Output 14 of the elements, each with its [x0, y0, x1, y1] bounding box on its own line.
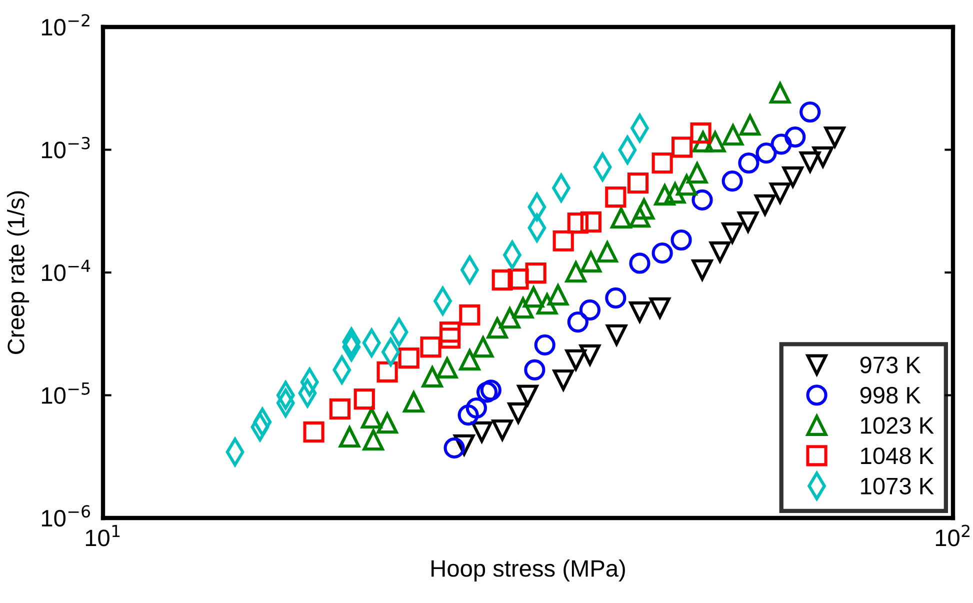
legend-label: 973 K [860, 356, 921, 374]
y-tick-label: 10$^{−6}$ [42, 505, 90, 527]
x-axis-title: Hoop stress (MPa) [432, 559, 625, 582]
y-tick-label: 10$^{−4}$ [42, 260, 90, 282]
legend-label: 998 K [860, 386, 921, 404]
y-tick-label: 10$^{−3}$ [42, 136, 90, 158]
legend-label: 1073 K [861, 478, 934, 494]
y-tick-label: 10$^{−2}$ [42, 14, 90, 36]
legend-label: 1048 K [861, 447, 934, 464]
x-tick-label: 10$^{2}$ [936, 524, 970, 546]
legend-label: 1023 K [861, 417, 934, 434]
y-tick-label: 10$^{−5}$ [42, 382, 90, 404]
y-axis-title: Creep rate (1/s) [7, 191, 30, 354]
x-tick-label: 10$^{1}$ [86, 524, 120, 546]
